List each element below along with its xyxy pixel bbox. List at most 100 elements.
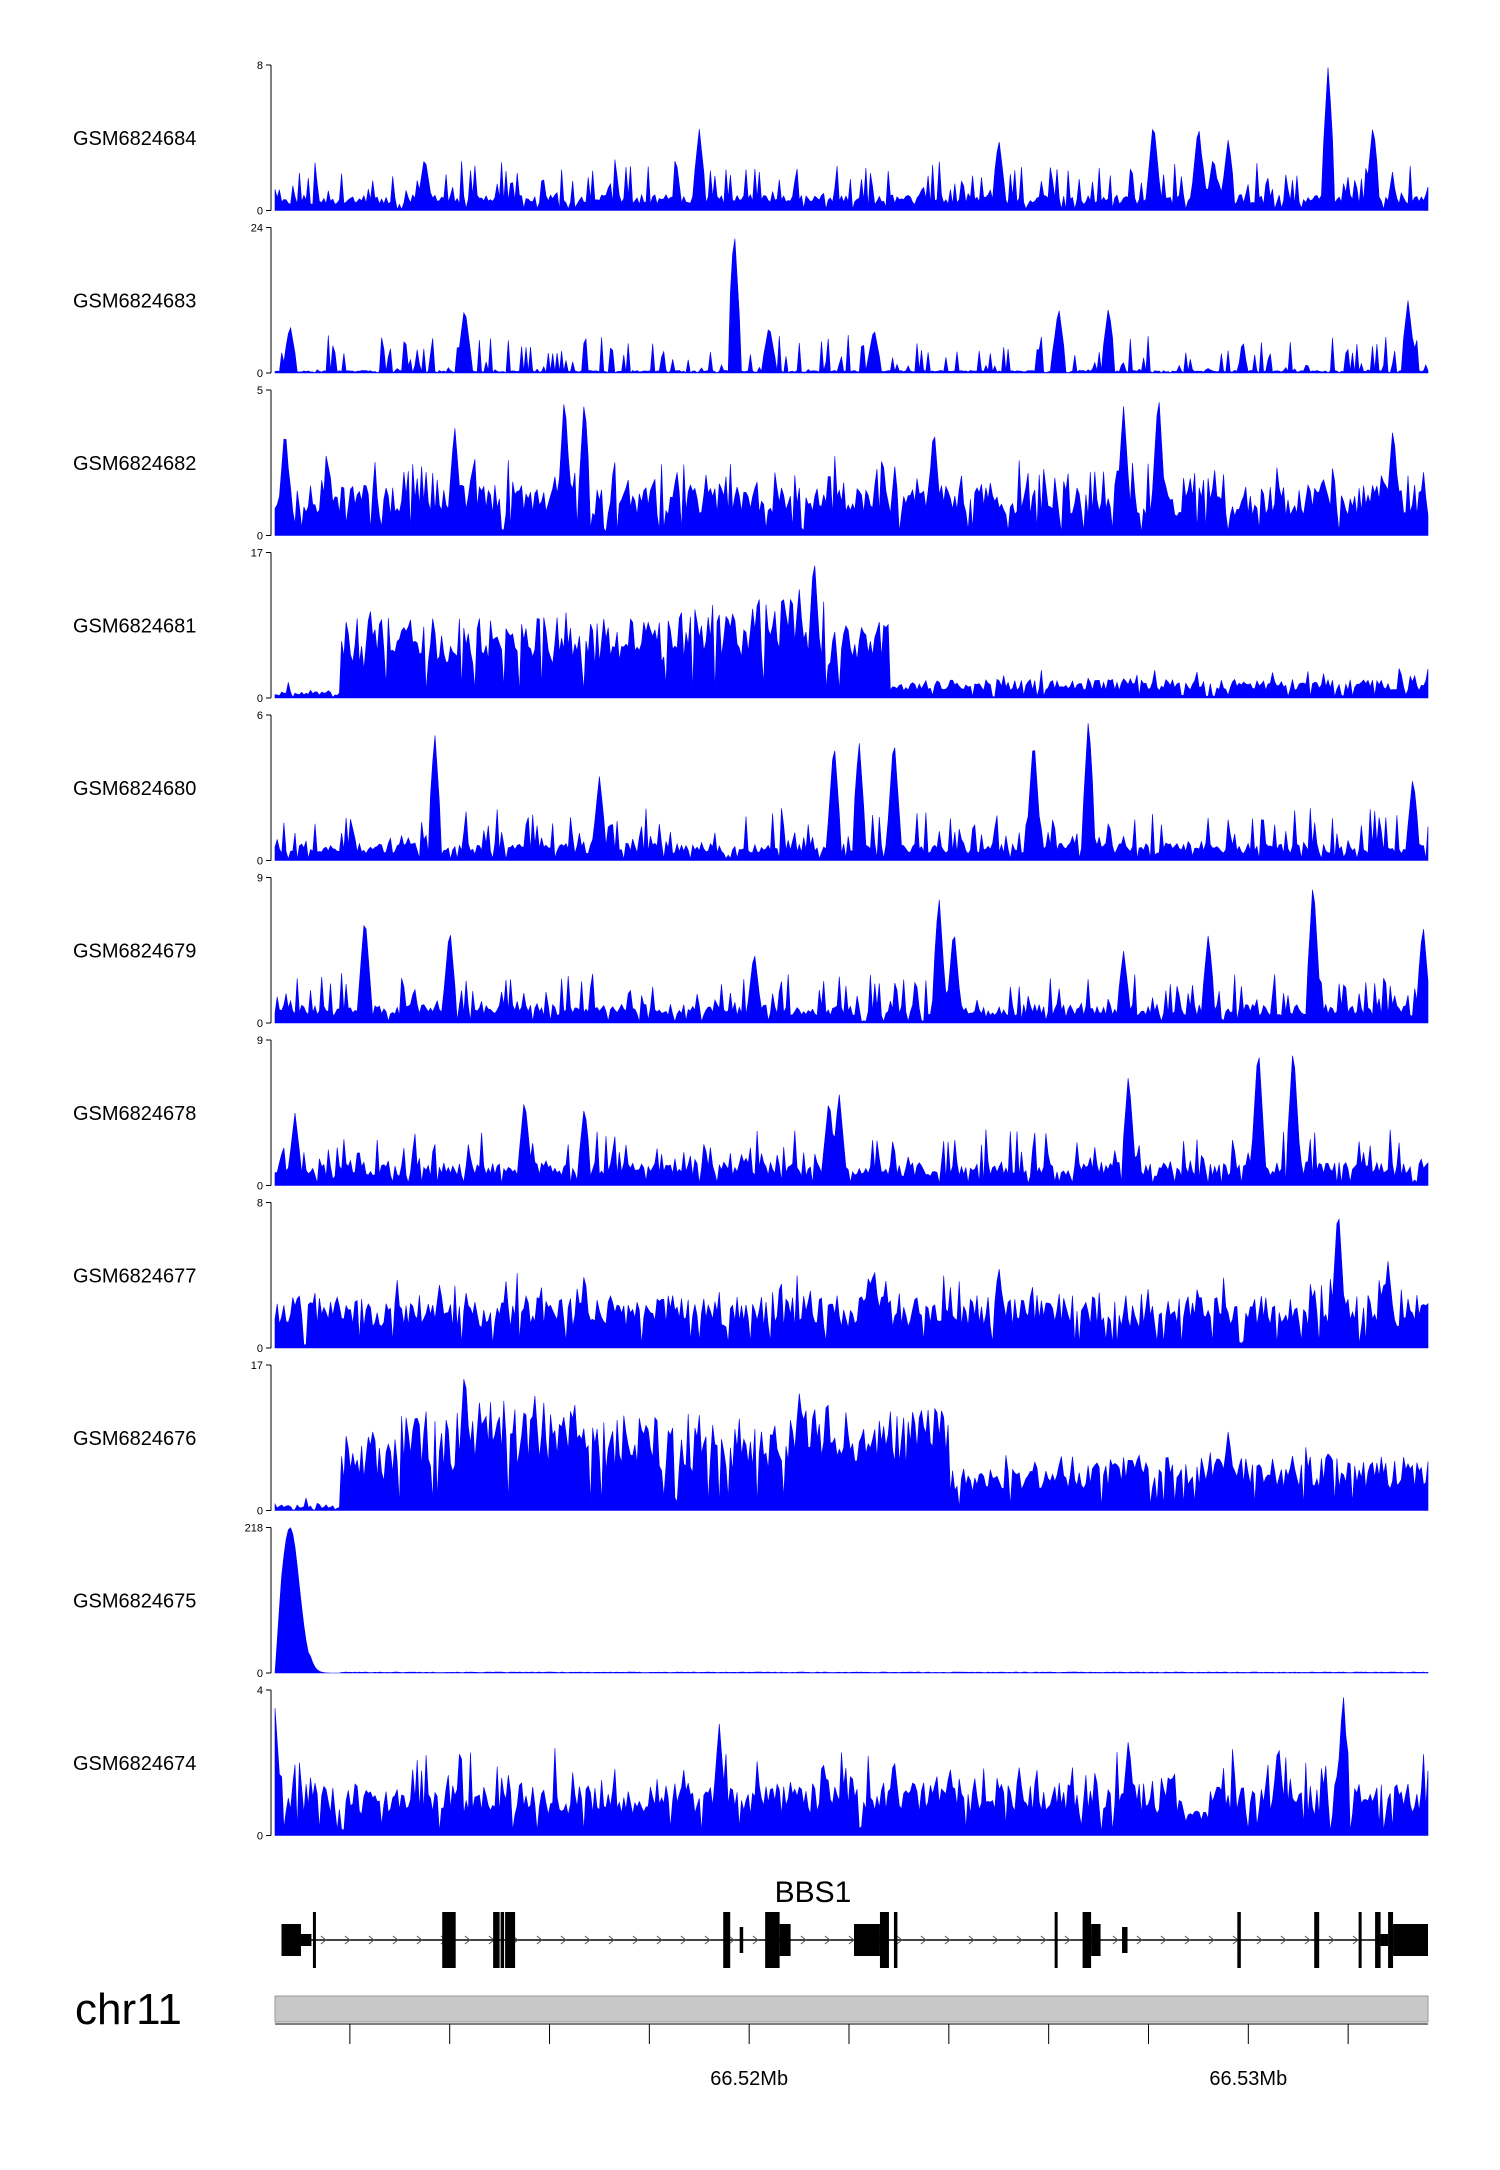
strand-arrow: [728, 1935, 735, 1945]
strand-arrow: [1064, 1935, 1071, 1945]
track-GSM6824675: GSM6824675 218 0: [73, 1523, 1429, 1680]
exon: [312, 1912, 316, 1968]
y-tick-label-max: 8: [257, 60, 263, 72]
track-GSM6824677: GSM6824677 8 0: [73, 1198, 1429, 1355]
track-GSM6824683: GSM6824683 24 0: [73, 223, 1429, 380]
coverage-area: [274, 402, 1429, 536]
y-tick-label-zero: 0: [257, 856, 263, 868]
y-tick-label-zero: 0: [257, 1181, 263, 1193]
exon: [1380, 1934, 1389, 1946]
exon: [1122, 1927, 1128, 1953]
coverage-area: [274, 1055, 1429, 1186]
track-label: GSM6824682: [73, 453, 196, 475]
strand-arrow: [944, 1935, 951, 1945]
strand-arrow: [704, 1935, 711, 1945]
strand-arrow: [896, 1935, 903, 1945]
exon: [1388, 1912, 1394, 1968]
y-tick-label-max: 17: [251, 1360, 263, 1372]
genomic-axis: 66.52Mb 66.53Mb: [275, 2023, 1428, 2090]
y-tick-label-zero: 0: [257, 531, 263, 543]
strand-arrow: [464, 1935, 471, 1945]
strand-arrow: [1280, 1935, 1287, 1945]
coverage-area: [274, 1527, 1429, 1674]
y-tick-label-zero: 0: [257, 1018, 263, 1030]
track-GSM6824681: GSM6824681 17 0: [73, 548, 1429, 705]
exon: [1358, 1912, 1362, 1968]
gene-name-label: BBS1: [775, 1876, 852, 1909]
gene-track: BBS1: [281, 1876, 1428, 1968]
exon: [505, 1912, 516, 1968]
exon: [1375, 1912, 1381, 1968]
track-GSM6824674: GSM6824674 4 0: [73, 1685, 1429, 1843]
exon: [442, 1912, 456, 1968]
y-tick-label-zero: 0: [257, 693, 263, 705]
strand-arrow: [1256, 1935, 1263, 1945]
y-tick-label-zero: 0: [257, 1668, 263, 1680]
strand-arrow: [656, 1935, 663, 1945]
track-label: GSM6824676: [73, 1428, 196, 1450]
strand-arrow: [1160, 1935, 1167, 1945]
strand-arrow: [1112, 1935, 1119, 1945]
strand-arrow: [584, 1935, 591, 1945]
coverage-tracks: GSM682468480GSM6824683240GSM682468250GSM…: [73, 60, 1429, 1843]
strand-arrow: [416, 1935, 423, 1945]
track-label: GSM6824681: [73, 615, 196, 637]
strand-arrow: [992, 1935, 999, 1945]
chromosome-band: [274, 1995, 1429, 2023]
y-tick-label-zero: 0: [257, 368, 263, 380]
exon: [493, 1912, 500, 1968]
exon: [1054, 1912, 1058, 1968]
y-tick-label-zero: 0: [257, 1506, 263, 1518]
track-label: GSM6824674: [73, 1753, 196, 1775]
exon: [500, 1912, 505, 1968]
track-label: GSM6824684: [73, 128, 196, 150]
coverage-area: [274, 67, 1429, 211]
track-GSM6824682: GSM6824682 5 0: [73, 385, 1429, 543]
y-tick-label-max: 9: [257, 873, 263, 885]
track-label: GSM6824675: [73, 1590, 196, 1612]
track-label: GSM6824683: [73, 290, 196, 312]
strand-arrow: [848, 1935, 855, 1945]
coverage-area: [274, 1218, 1429, 1349]
y-tick-label-zero: 0: [257, 206, 263, 218]
coverage-area: [274, 1379, 1429, 1511]
coverage-area: [274, 238, 1429, 374]
exon: [300, 1934, 312, 1946]
strand-arrow: [1208, 1935, 1215, 1945]
track-label: GSM6824680: [73, 778, 196, 800]
y-tick-label-max: 24: [251, 223, 263, 235]
track-GSM6824680: GSM6824680 6 0: [73, 710, 1429, 868]
coverage-area: [274, 723, 1429, 861]
exon: [281, 1924, 301, 1956]
exon: [779, 1924, 791, 1956]
x-tick-label: 66.52Mb: [710, 2068, 788, 2090]
strand-arrow: [1016, 1935, 1023, 1945]
exon: [1091, 1924, 1101, 1956]
exon: [853, 1924, 880, 1956]
y-tick-label-max: 6: [257, 710, 263, 722]
strand-arrow: [824, 1935, 831, 1945]
strand-arrow: [1304, 1935, 1311, 1945]
strand-arrow: [632, 1935, 639, 1945]
strand-arrow: [1352, 1935, 1359, 1945]
track-label: GSM6824679: [73, 940, 196, 962]
y-tick-label-max: 5: [257, 385, 263, 397]
strand-arrow: [608, 1935, 615, 1945]
chromosome-track: chr11: [75, 1985, 1429, 2034]
strand-arrow: [536, 1935, 543, 1945]
chromosome-label: chr11: [75, 1985, 182, 2034]
strand-arrow: [752, 1935, 759, 1945]
strand-arrow: [320, 1935, 327, 1945]
strand-arrow: [1184, 1935, 1191, 1945]
track-GSM6824684: GSM6824684 8 0: [73, 60, 1429, 218]
y-tick-label-max: 17: [251, 548, 263, 560]
track-GSM6824679: GSM6824679 9 0: [73, 873, 1429, 1030]
strand-arrow: [1136, 1935, 1143, 1945]
exon: [739, 1927, 744, 1953]
strand-arrow: [368, 1935, 375, 1945]
track-GSM6824676: GSM6824676 17 0: [73, 1360, 1429, 1518]
strand-arrow: [680, 1935, 687, 1945]
strand-arrow: [344, 1935, 351, 1945]
exon: [723, 1912, 731, 1968]
strand-arrow: [920, 1935, 927, 1945]
